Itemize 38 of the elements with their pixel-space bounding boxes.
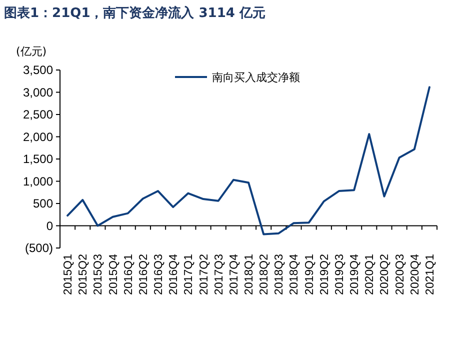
y-tick-label: 500 [32,196,54,210]
x-tick-label: 2016Q3 [153,254,166,295]
x-tick-label: 2016Q4 [168,253,180,295]
y-tick-label: (500) [24,241,53,255]
x-tick-label: 2017Q4 [228,253,240,295]
x-tick-label: 2018Q1 [244,254,256,295]
y-tick-label: 2,000 [22,130,54,144]
x-tick-label: 2018Q4 [288,253,301,295]
y-tick-label: 3,000 [22,85,54,100]
x-tick-label: 2019Q2 [318,254,331,295]
x-tick-label: 2016Q2 [138,254,150,295]
x-tick-label: 2017Q2 [198,254,210,295]
x-tick-label: 2020Q3 [394,254,406,295]
line-series [66,86,430,236]
x-tick-label: 2015Q1 [62,254,75,295]
legend-label: 南向买入成交净额 [212,71,300,84]
x-tick-label: 2020Q2 [379,254,392,295]
y-tick-label: 1,000 [22,174,54,188]
x-tick-label: 2015Q2 [78,254,90,295]
chart-title: 图表1：21Q1，南下资金净流入 3114 亿元 [4,5,266,21]
y-axis-title: (亿元) [16,45,47,58]
x-tick-label: 2021Q1 [424,254,436,295]
x-tick-label: 2020Q4 [409,253,422,295]
x-tick-label: 2020Q1 [364,254,376,295]
x-tick-label: 2019Q3 [334,254,346,295]
x-tick-label: 2019Q4 [349,253,362,295]
x-tick-label: 2017Q1 [183,254,196,295]
x-tick-label: 2018Q2 [258,254,271,295]
x-tick-label: 2015Q3 [92,254,105,295]
y-tick-label: 0 [46,218,54,233]
x-tick-label: 2018Q3 [274,254,286,295]
x-tick-label: 2016Q1 [122,254,135,295]
y-tick-label: 1,500 [22,152,54,166]
y-tick-label: 2,500 [22,108,54,122]
x-tick-label: 2015Q4 [108,253,120,295]
x-tick-label: 2019Q1 [304,254,316,295]
x-tick-label: 2017Q3 [213,254,226,295]
y-tick-label: 3,500 [22,63,54,77]
